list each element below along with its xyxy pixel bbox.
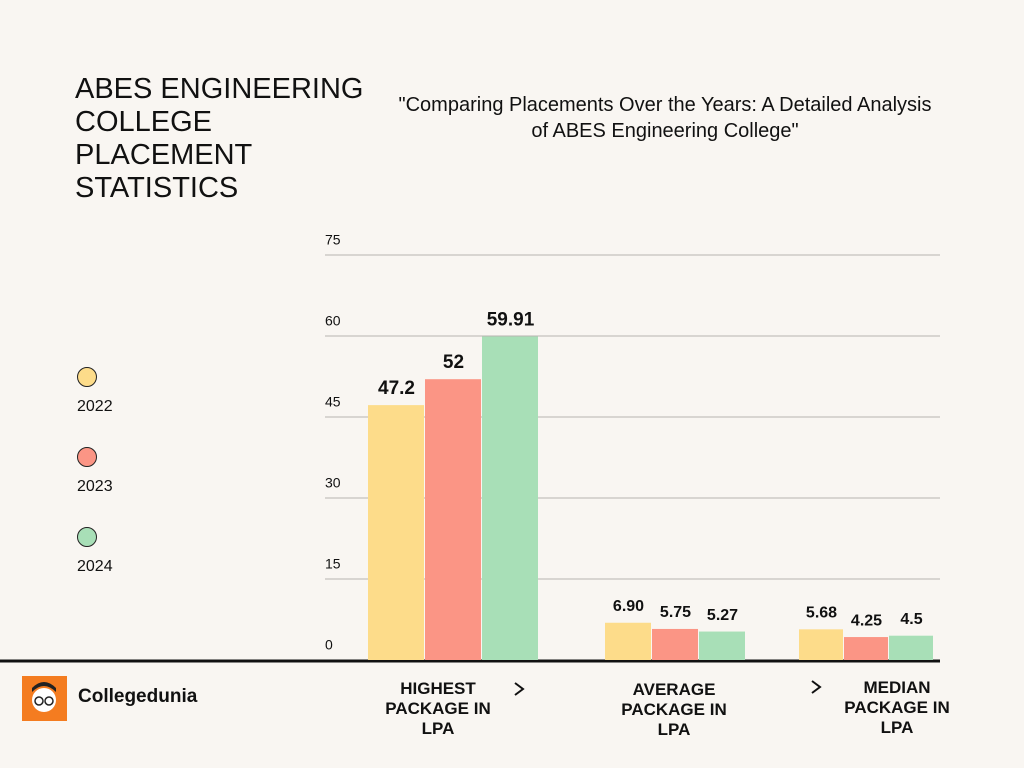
legend-label: 2022	[77, 398, 113, 415]
legend-label: 2023	[77, 478, 113, 495]
y-tick-label: 45	[325, 394, 341, 410]
data-label: 59.91	[487, 310, 535, 331]
x-tick-label: MEDIAN PACKAGE IN LPA	[844, 678, 950, 737]
data-label: 5.27	[707, 607, 738, 624]
bar	[889, 635, 933, 660]
y-tick-label: 30	[325, 475, 341, 491]
logo-glasses	[44, 696, 54, 706]
legend-swatch	[77, 527, 97, 547]
chart-subtitle: "Comparing Placements Over the Years: A …	[398, 94, 932, 142]
y-tick-label: 75	[325, 232, 341, 248]
bar	[482, 336, 538, 660]
bar	[799, 629, 843, 660]
data-label: 47.2	[378, 378, 415, 399]
data-label: 4.25	[851, 612, 882, 629]
y-tick-label: 0	[325, 637, 333, 653]
y-tick-label: 15	[325, 556, 341, 572]
arrow	[514, 682, 525, 696]
data-label: 5.75	[660, 604, 691, 621]
bar	[844, 637, 888, 660]
y-tick-label: 60	[325, 313, 341, 329]
logo-glasses	[34, 696, 44, 706]
bar	[652, 628, 698, 660]
bar	[605, 622, 651, 660]
x-tick-label: AVERAGE PACKAGE IN LPA	[621, 680, 727, 739]
data-label: 4.5	[900, 611, 922, 628]
legend-swatch	[77, 447, 97, 467]
data-label: 6.90	[613, 598, 644, 615]
legend-swatch	[77, 367, 97, 387]
brand: Collegedunia	[78, 686, 198, 707]
data-label: 5.68	[806, 605, 837, 622]
x-tick-label: HIGHEST PACKAGE IN LPA	[385, 679, 491, 738]
legend-label: 2024	[77, 558, 113, 575]
bar	[425, 379, 481, 660]
bar	[368, 405, 424, 660]
arrow	[811, 680, 822, 694]
chart-title: ABES ENGINEERING COLLEGE PLACEMENT STATI…	[75, 73, 364, 204]
logo-hair	[32, 682, 56, 692]
data-label: 52	[443, 352, 464, 373]
logo-face	[32, 688, 56, 712]
bar	[699, 631, 745, 660]
